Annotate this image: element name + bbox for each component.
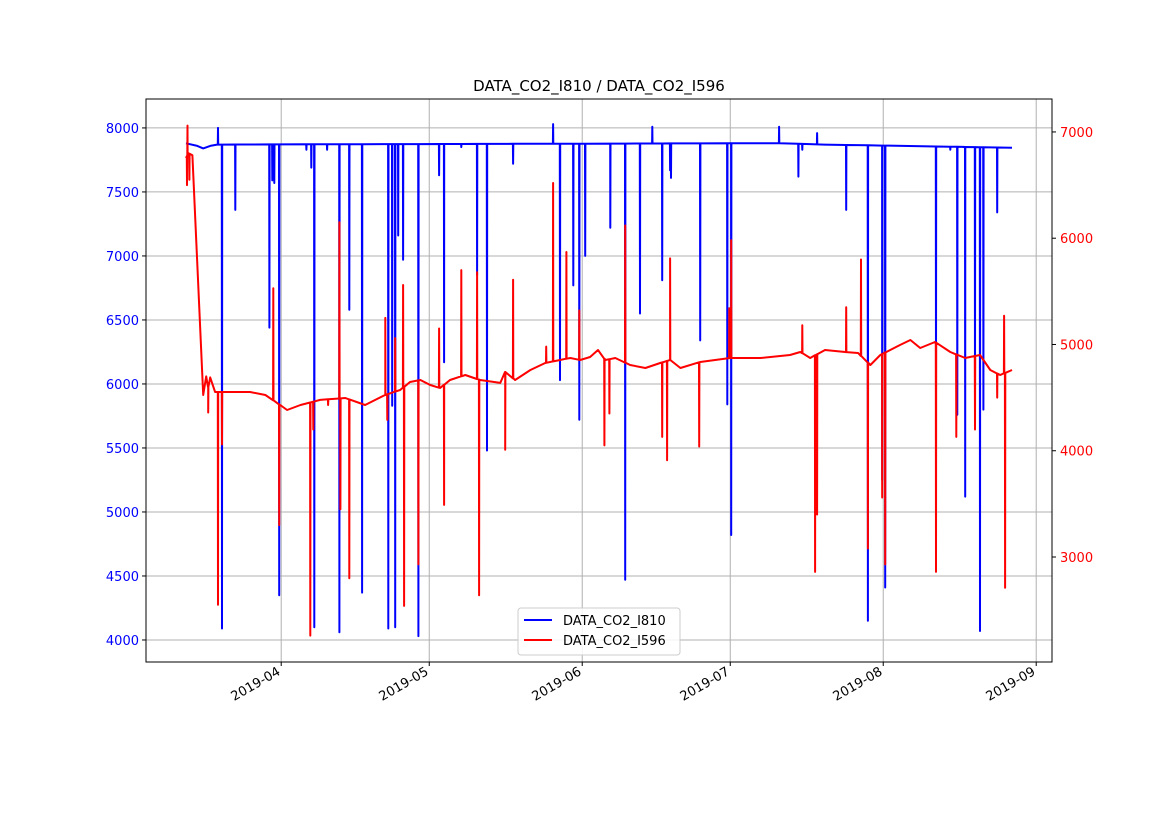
right-y-tick-label: 4000 [1060,445,1093,460]
right-y-tick-label: 3000 [1060,551,1093,566]
left-y-tick-label: 8000 [106,122,139,137]
left-y-tick-label: 7000 [106,250,139,265]
left-y-tick-label: 4500 [106,570,139,585]
legend-label-i810: DATA_CO2_I810 [563,614,666,629]
right-y-axis: 3000 4000 5000 6000 7000 [1052,126,1093,566]
legend-label-i596: DATA_CO2_I596 [563,634,666,649]
left-y-axis: 4000 4500 5000 5500 6000 6500 7000 7500 8000 [106,122,146,649]
left-y-tick-label: 5500 [106,442,139,457]
chart-title: DATA_CO2_I810 / DATA_CO2_I596 [473,77,725,96]
left-y-tick-label: 6500 [106,314,139,329]
left-y-tick-label: 5000 [106,506,139,521]
left-y-tick-label: 6000 [106,378,139,393]
plot-area [185,123,1013,638]
axes-frame [145,98,1053,663]
series-line-data-co2-i810 [185,123,1013,638]
right-y-tick-label: 7000 [1060,126,1093,141]
right-y-tick-label: 6000 [1060,232,1093,247]
legend: DATA_CO2_I810 DATA_CO2_I596 [517,607,681,656]
series-line-data-co2-i596 [185,124,1013,637]
left-y-tick-label: 4000 [106,634,139,649]
grid [146,99,1052,662]
left-y-tick-label: 7500 [106,186,139,201]
right-y-tick-label: 5000 [1060,338,1093,353]
